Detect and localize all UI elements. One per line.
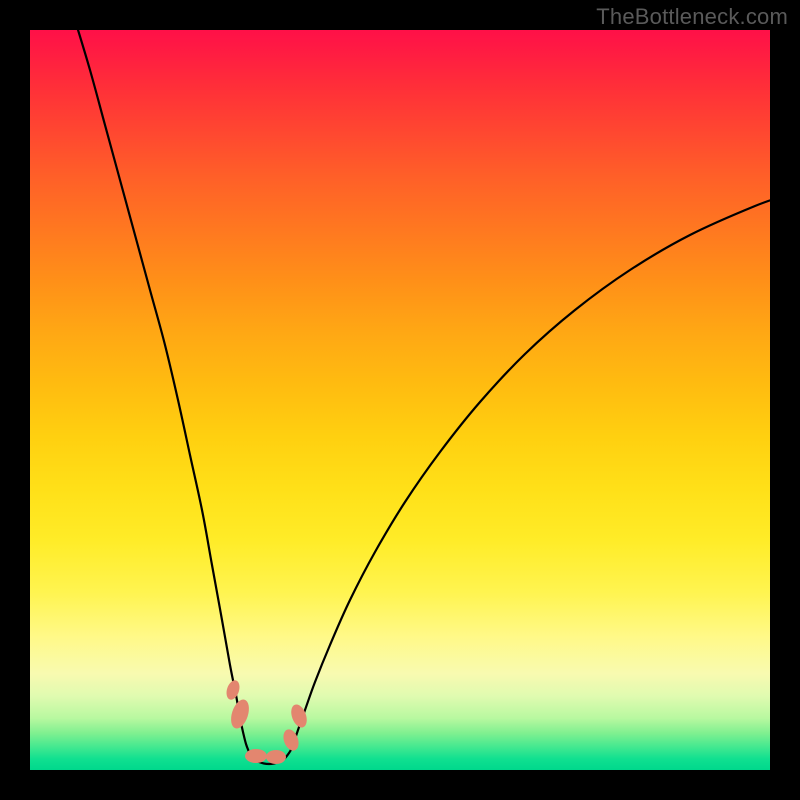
marker-blob bbox=[245, 749, 267, 763]
watermark-text: TheBottleneck.com bbox=[596, 4, 788, 30]
marker-blobs bbox=[224, 679, 309, 764]
bottleneck-curve bbox=[75, 30, 770, 764]
chart-container: TheBottleneck.com bbox=[0, 0, 800, 800]
marker-blob bbox=[266, 750, 286, 764]
curve-layer bbox=[30, 30, 770, 770]
marker-blob bbox=[224, 679, 242, 702]
marker-blob bbox=[228, 697, 252, 730]
plot-area bbox=[30, 30, 770, 770]
